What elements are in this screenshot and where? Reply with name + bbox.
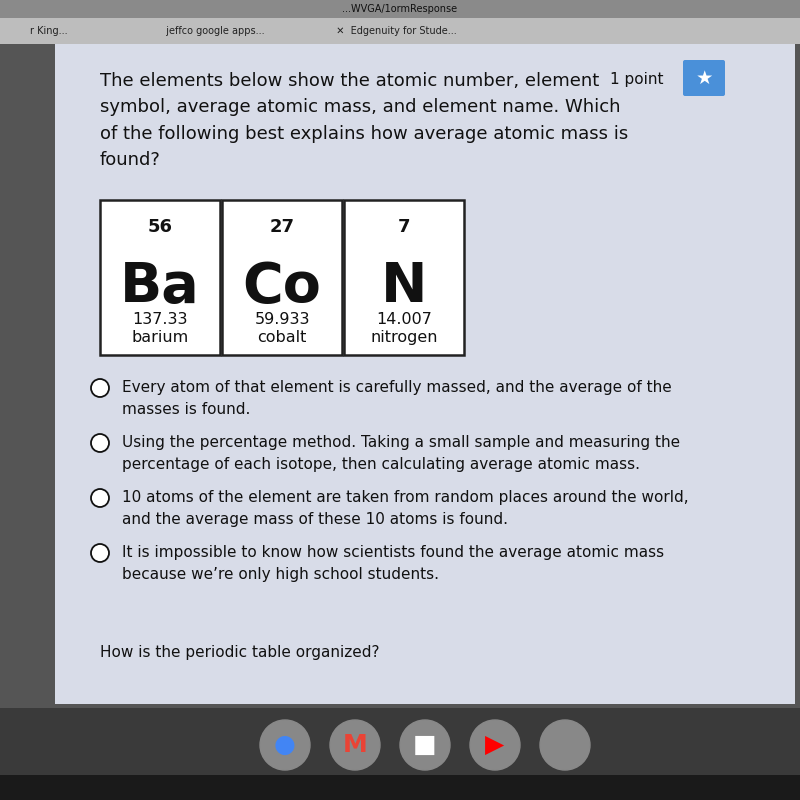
Text: ...WVGA/1ormResponse: ...WVGA/1ormResponse [342,4,458,14]
Text: jeffco google apps...: jeffco google apps... [160,26,265,36]
Text: 59.933: 59.933 [254,312,310,327]
Text: It is impossible to know how scientists found the average atomic mass
because we: It is impossible to know how scientists … [122,545,664,582]
Text: ○: ○ [554,733,576,757]
Circle shape [540,720,590,770]
Bar [55,44,795,704]
Text: ●: ● [274,733,296,757]
Text: 7: 7 [398,218,410,236]
Circle shape [330,720,380,770]
Circle shape [91,544,109,562]
Bar [0,0,800,18]
Text: 10 atoms of the element are taken from random places around the world,
and the a: 10 atoms of the element are taken from r… [122,490,689,526]
Text: Every atom of that element is carefully massed, and the average of the
masses is: Every atom of that element is carefully … [122,380,672,417]
Circle shape [470,720,520,770]
Circle shape [91,434,109,452]
Text: 56: 56 [147,218,173,236]
Text: ■: ■ [413,733,437,757]
Text: 137.33: 137.33 [132,312,188,327]
Text: The elements below show the atomic number, element
symbol, average atomic mass, : The elements below show the atomic numbe… [100,72,628,170]
Text: How is the periodic table organized?: How is the periodic table organized? [100,645,379,660]
Bar [0,708,800,783]
Bar [0,775,800,800]
Bar [55,44,795,704]
Text: nitrogen: nitrogen [370,330,438,345]
Bar [222,200,342,355]
Text: Ba: Ba [120,260,200,314]
Text: M: M [342,733,367,757]
Circle shape [260,720,310,770]
FancyBboxPatch shape [683,60,725,96]
Text: Using the percentage method. Taking a small sample and measuring the
percentage : Using the percentage method. Taking a sm… [122,435,680,472]
Text: N: N [381,260,427,314]
Text: ★: ★ [695,69,713,87]
Bar [100,200,220,355]
Text: ✕  Edgenuity for Stude...: ✕ Edgenuity for Stude... [330,26,457,36]
Circle shape [91,489,109,507]
Text: 1 point: 1 point [610,72,663,87]
Text: 14.007: 14.007 [376,312,432,327]
Text: cobalt: cobalt [258,330,306,345]
Bar [0,18,800,44]
Bar [344,200,464,355]
Text: 27: 27 [270,218,294,236]
Text: ▶: ▶ [486,733,505,757]
Text: Co: Co [242,260,322,314]
Text: r King...: r King... [30,26,68,36]
Text: barium: barium [131,330,189,345]
Circle shape [400,720,450,770]
Circle shape [91,379,109,397]
